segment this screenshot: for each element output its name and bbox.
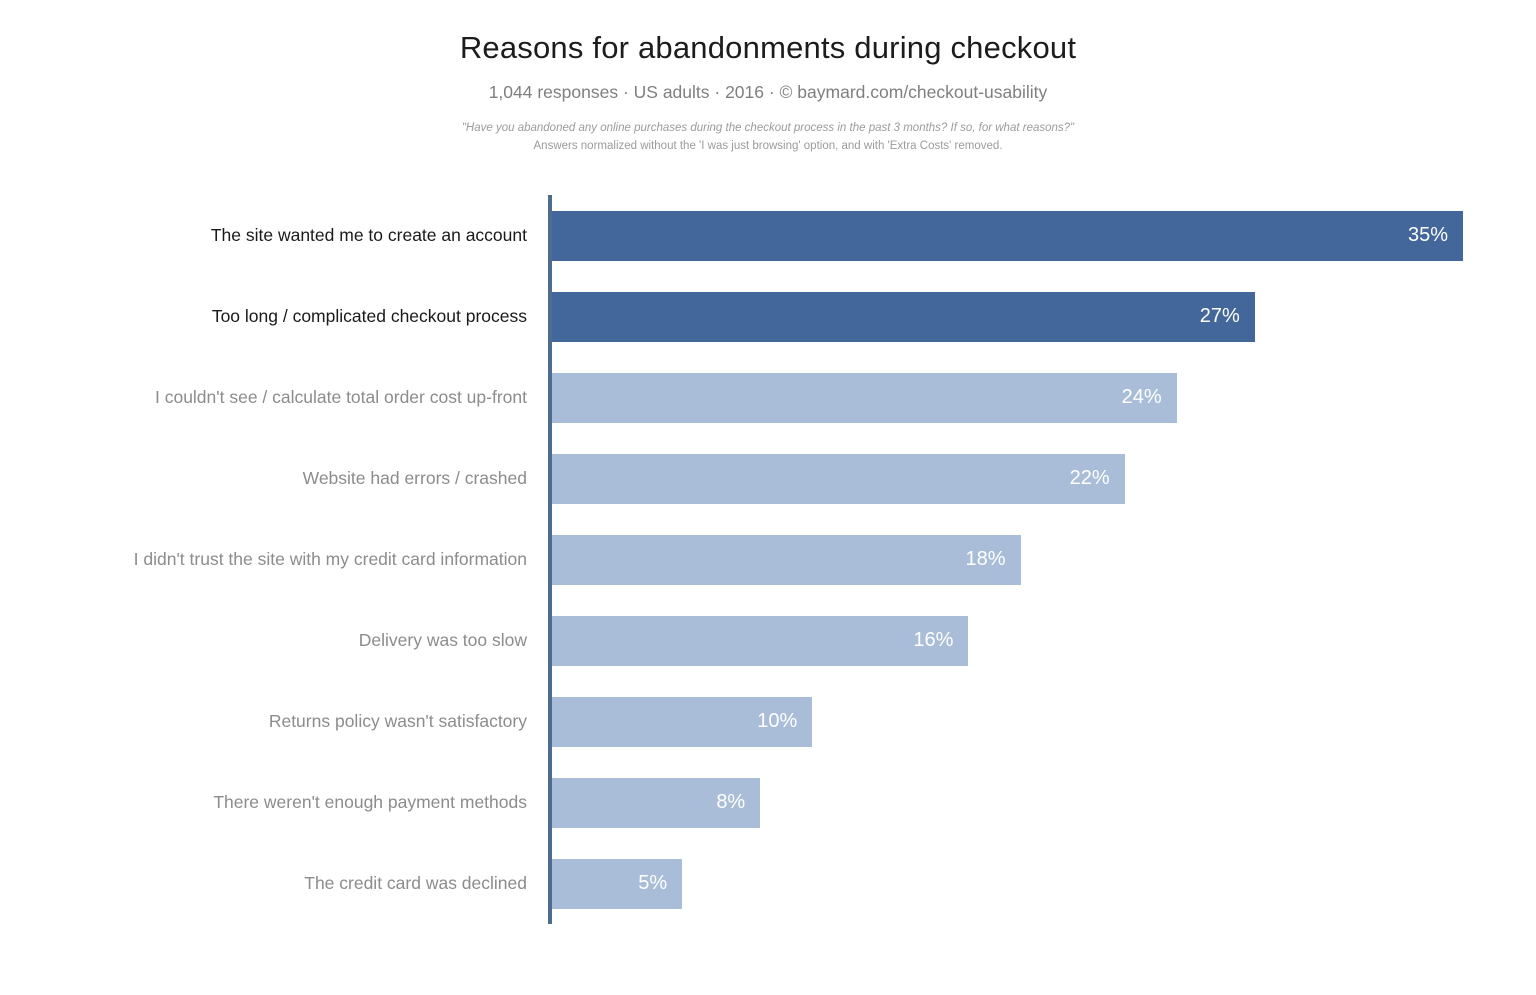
bar-area: 5% xyxy=(552,858,1463,909)
survey-question-note: "Have you abandoned any online purchases… xyxy=(461,122,1075,134)
chart-subtitle: 1,044 responses · US adults · 2016 · © b… xyxy=(488,82,1048,102)
chart-row: The site wanted me to create an account 3… xyxy=(0,195,1536,276)
bar-value-label: 16% xyxy=(913,629,954,651)
bar-area: 10% xyxy=(552,696,1463,747)
bar-area: 8% xyxy=(552,777,1463,828)
bar-value-label: 22% xyxy=(1069,467,1110,489)
bar-value-label: 10% xyxy=(757,710,798,732)
bar-value-label: 27% xyxy=(1199,305,1240,327)
chart-row: Too long / complicated checkout process 2… xyxy=(0,276,1536,357)
bar-area: 24% xyxy=(552,372,1463,423)
bar-value-label: 8% xyxy=(716,791,746,813)
bar-area: 27% xyxy=(552,291,1463,342)
category-label: Returns policy wasn't satisfactory xyxy=(268,711,527,731)
bar: 35% xyxy=(552,210,1463,261)
chart-row: The credit card was declined 5% xyxy=(0,843,1536,924)
chart-row: I didn't trust the site with my credit c… xyxy=(0,519,1536,600)
category-label: The site wanted me to create an account xyxy=(210,225,527,245)
category-label: Too long / complicated checkout process xyxy=(211,306,527,326)
y-axis-line xyxy=(548,195,552,924)
category-label: The credit card was declined xyxy=(304,873,527,893)
chart-header: Reasons for abandonments during checkout… xyxy=(0,30,1536,155)
chart-row: There weren't enough payment methods 8% xyxy=(0,762,1536,843)
category-label: I didn't trust the site with my credit c… xyxy=(133,549,527,569)
bar: 27% xyxy=(552,291,1255,342)
category-label: Website had errors / crashed xyxy=(302,468,527,488)
chart-row: Delivery was too slow 16% xyxy=(0,600,1536,681)
bar: 10% xyxy=(552,696,813,747)
category-label: Delivery was too slow xyxy=(358,630,527,650)
bar: 24% xyxy=(552,372,1177,423)
bar: 22% xyxy=(552,453,1125,504)
chart-notes: "Have you abandoned any online purchases… xyxy=(0,120,1536,155)
chart-row: Returns policy wasn't satisfactory 10% xyxy=(0,681,1536,762)
bar: 18% xyxy=(552,534,1021,585)
bar: 16% xyxy=(552,615,969,666)
bar-area: 22% xyxy=(552,453,1463,504)
chart-row: Website had errors / crashed 22% xyxy=(0,438,1536,519)
bar-area: 35% xyxy=(552,210,1463,261)
category-label: I couldn't see / calculate total order c… xyxy=(154,387,527,407)
bar-area: 16% xyxy=(552,615,1463,666)
bar-value-label: 18% xyxy=(965,548,1006,570)
category-label: There weren't enough payment methods xyxy=(213,792,527,812)
bar-value-label: 5% xyxy=(638,872,668,894)
bar-area: 18% xyxy=(552,534,1463,585)
chart-rows: The site wanted me to create an account 3… xyxy=(0,195,1536,924)
bar-value-label: 35% xyxy=(1407,224,1448,246)
normalization-note: Answers normalized without the 'I was ju… xyxy=(533,139,1003,152)
bar-value-label: 24% xyxy=(1121,386,1162,408)
bar-chart: The site wanted me to create an account 3… xyxy=(0,195,1536,924)
chart-row: I couldn't see / calculate total order c… xyxy=(0,357,1536,438)
bar: 5% xyxy=(552,858,683,909)
bar: 8% xyxy=(552,777,761,828)
chart-title: Reasons for abandonments during checkout xyxy=(459,30,1077,65)
